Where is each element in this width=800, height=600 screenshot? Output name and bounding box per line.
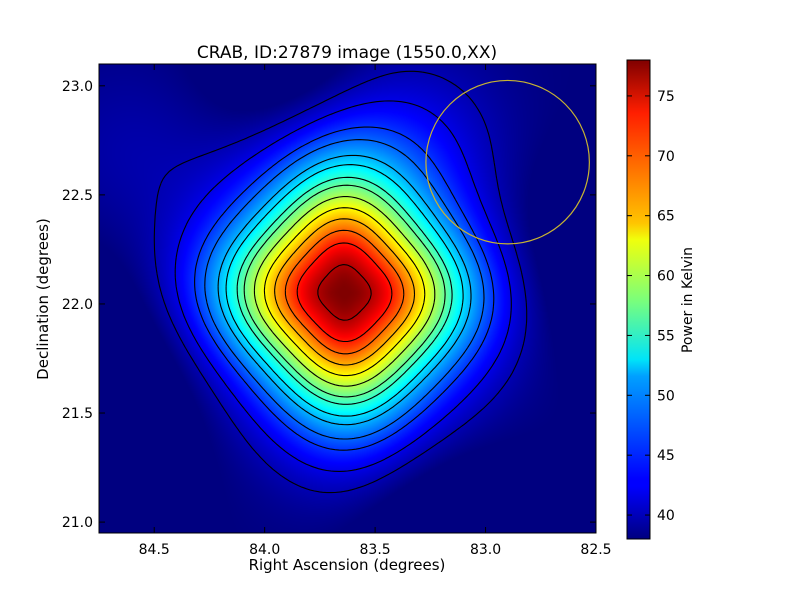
heatmap-image <box>99 64 596 533</box>
x-tick-label: 83.0 <box>470 542 501 558</box>
colorbar-tick-label: 45 <box>657 448 675 464</box>
contour-lines <box>153 70 528 494</box>
chart-title: CRAB, ID:27879 image (1550.0,XX) <box>197 43 497 63</box>
contour-level-42 <box>174 100 512 472</box>
colorbar-tick-label: 75 <box>657 89 675 105</box>
contour-level-66 <box>274 218 416 366</box>
contour-level-72 <box>296 242 393 343</box>
x-tick-label: 83.5 <box>360 542 391 558</box>
contour-level-52 <box>225 164 464 417</box>
colorbar-tick-label: 55 <box>657 328 675 344</box>
x-tick-label: 84.5 <box>139 542 170 558</box>
colorbar-tick-label: 60 <box>657 269 675 285</box>
contour-level-45 <box>194 126 495 451</box>
y-tick-label: 22.5 <box>62 188 93 204</box>
y-tick-label: 21.0 <box>62 515 93 531</box>
x-axis-ticks: 84.5 84.0 83.5 83.0 82.5 <box>139 64 612 558</box>
colorbar-tick-label: 65 <box>657 209 675 225</box>
colorbar-label: Power in Kelvin <box>680 247 696 353</box>
colorbar-gradient <box>626 59 651 540</box>
y-axis-label: Declination (degrees) <box>34 218 52 380</box>
y-tick-label: 21.5 <box>62 406 93 422</box>
contour-level-63 <box>263 207 426 377</box>
y-tick-label: 22.0 <box>62 297 93 313</box>
contour-level-55 <box>236 176 453 405</box>
contour-level-47 <box>204 139 485 440</box>
x-axis-label: Right Ascension (degrees) <box>249 556 446 574</box>
contour-level-69 <box>284 229 405 355</box>
contour-level-57 <box>243 184 446 398</box>
colorbar-tick-label: 70 <box>657 149 675 165</box>
contour-level-60 <box>253 196 436 387</box>
beam-circle <box>425 79 590 245</box>
contour-level-76 <box>317 264 372 321</box>
x-tick-label: 84.0 <box>249 542 280 558</box>
plot-area: 84.5 84.0 83.5 83.0 82.5 21.0 21.5 22.0 22.5 23.… <box>62 63 612 558</box>
colorbar-tick-label: 40 <box>657 508 675 524</box>
y-axis-ticks: 21.0 21.5 22.0 22.5 23.0 <box>62 79 596 531</box>
colorbar-tick-label: 50 <box>657 388 675 404</box>
contour-level-50 <box>217 154 472 426</box>
colorbar-ticks: 40 45 50 55 60 65 70 75 <box>627 89 675 524</box>
y-tick-label: 23.0 <box>62 79 93 95</box>
colorbar: 40 45 50 55 60 65 70 75 Power in Kelvin <box>626 59 696 540</box>
x-tick-label: 82.5 <box>580 542 611 558</box>
plot-frame <box>98 63 597 534</box>
